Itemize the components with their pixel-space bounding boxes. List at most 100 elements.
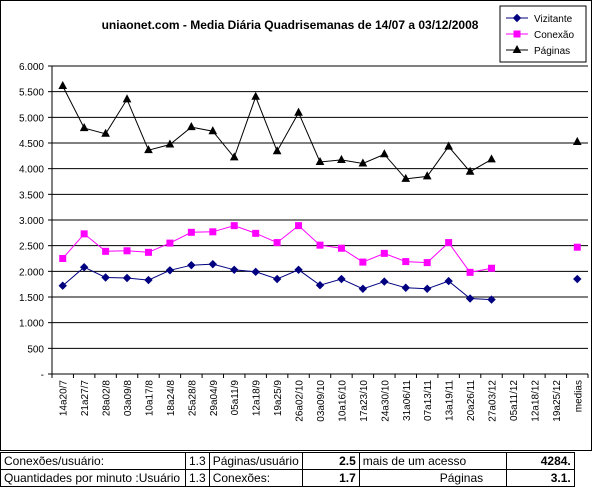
data-point xyxy=(379,149,389,158)
x-tick-label: 25a28/8 xyxy=(187,380,198,417)
data-point xyxy=(337,274,346,284)
x-tick-label: 12a18/9 xyxy=(252,380,263,417)
data-point xyxy=(512,13,522,23)
y-tick-label: 3.500 xyxy=(19,190,44,201)
y-tick-label: 5.000 xyxy=(19,113,44,124)
data-point xyxy=(423,259,431,267)
data-point xyxy=(101,273,110,282)
x-tick-label: 21a27/7 xyxy=(80,380,91,417)
line-chart: uniaonet.com - Media Diária Quadrisemana… xyxy=(0,0,592,451)
data-point xyxy=(80,230,88,238)
data-point xyxy=(380,277,389,286)
stats-row: Quantidades por minuto :Usuário 1.3 Cone… xyxy=(0,469,575,487)
data-point xyxy=(101,128,110,137)
x-tick-label: 20a26/11 xyxy=(466,380,477,421)
data-point xyxy=(466,268,474,276)
data-point xyxy=(144,248,152,256)
data-point xyxy=(252,229,260,237)
data-point xyxy=(380,249,388,257)
stats-value: 2.5 xyxy=(301,452,360,470)
y-tick-label: 4.500 xyxy=(19,139,44,150)
y-tick-label: 2.500 xyxy=(19,242,44,253)
x-tick-label: 10a16/10 xyxy=(337,380,348,422)
x-tick-label: 03a09/8 xyxy=(123,380,134,417)
data-point xyxy=(208,126,218,135)
x-tick-label: 19a25/9 xyxy=(273,380,284,417)
stats-label: Conexões/usuário: xyxy=(0,452,186,470)
data-point xyxy=(122,94,132,103)
data-point xyxy=(573,274,582,284)
data-point xyxy=(187,260,196,270)
legend: Vizitante Conexão Páginas xyxy=(499,5,587,63)
y-tick-label: 1.500 xyxy=(19,293,44,304)
x-tick-label: 14a20/7 xyxy=(59,380,70,417)
data-point xyxy=(58,80,68,90)
data-point xyxy=(208,259,218,269)
x-tick-label: 24a30/10 xyxy=(380,380,391,422)
stats-row: Conexões/usuário: 1.3 Páginas/usuário 2.… xyxy=(0,452,575,470)
data-point xyxy=(359,258,367,266)
data-point xyxy=(402,258,410,266)
data-point xyxy=(273,239,281,247)
data-point xyxy=(230,265,239,275)
data-point xyxy=(144,145,153,154)
legend-label: Páginas xyxy=(534,46,570,57)
plot-area: - 500 1.000 1.500 2.000 2.500 3.000 3.500 4.000 4… xyxy=(19,62,589,422)
data-point xyxy=(123,247,131,255)
y-tick-label: 500 xyxy=(27,344,44,355)
x-tick-label: 05a11/9 xyxy=(230,380,241,416)
data-point xyxy=(165,139,175,148)
stats-table: Conexões/usuário: 1.3 Páginas/usuário 2.… xyxy=(0,452,575,487)
y-tick-label: 2.000 xyxy=(19,267,44,278)
x-tick-label: 07a13/11 xyxy=(423,380,434,421)
y-tick-label: 6.000 xyxy=(19,62,44,73)
x-tick-label: 17a23/10 xyxy=(359,380,370,422)
x-tick-label: 10a17/8 xyxy=(144,380,155,417)
data-point xyxy=(465,294,475,303)
data-point xyxy=(488,264,496,272)
stats-label: mais de um acesso xyxy=(358,452,507,470)
data-point xyxy=(187,122,196,131)
data-point xyxy=(512,44,522,53)
x-tick-label: 05a11/12 xyxy=(509,380,520,421)
data-point xyxy=(79,263,89,272)
data-point xyxy=(358,284,368,293)
data-point xyxy=(401,173,411,182)
legend-label: Conexão xyxy=(534,30,574,41)
stats-value: 1.3 xyxy=(185,452,210,470)
data-point xyxy=(487,154,496,163)
data-point xyxy=(272,146,282,155)
data-point xyxy=(316,241,324,249)
data-point xyxy=(445,239,453,247)
x-tick-label: 13a19/11 xyxy=(445,380,456,421)
stats-label: Conexões: xyxy=(208,469,303,487)
x-tick-label: 19a25/12 xyxy=(552,380,563,422)
x-tick-label: 12a18/12 xyxy=(530,380,541,422)
data-point xyxy=(272,274,282,284)
x-tick-label: 26a02/10 xyxy=(295,380,306,422)
y-tick-label: 5.500 xyxy=(19,88,44,99)
data-point xyxy=(294,107,303,116)
data-point xyxy=(358,158,368,167)
stats-label: Páginas/usuário xyxy=(208,452,303,470)
x-tick-label: medias xyxy=(573,380,584,412)
data-point xyxy=(573,243,581,251)
stats-value: 3.1. xyxy=(505,469,575,487)
data-point xyxy=(422,171,432,180)
stats-value: 4284. xyxy=(505,452,575,470)
data-point xyxy=(337,244,345,252)
x-tick-label: 03a09/10 xyxy=(316,380,327,422)
y-tick-label: 1.000 xyxy=(19,319,44,330)
x-tick-label: 27a03/12 xyxy=(488,380,499,422)
data-point xyxy=(294,265,303,275)
stats-label: Páginas xyxy=(358,469,507,487)
x-tick-label: 29a04/9 xyxy=(209,380,220,417)
stats-label: Quantidades por minuto :Usuário xyxy=(0,469,186,487)
data-point xyxy=(315,156,325,165)
data-point xyxy=(422,284,432,293)
data-point xyxy=(572,136,582,145)
data-point xyxy=(59,255,67,262)
data-point xyxy=(165,266,175,275)
x-tick-label: 31a06/11 xyxy=(402,380,413,421)
y-tick-label: 4.000 xyxy=(19,165,44,176)
